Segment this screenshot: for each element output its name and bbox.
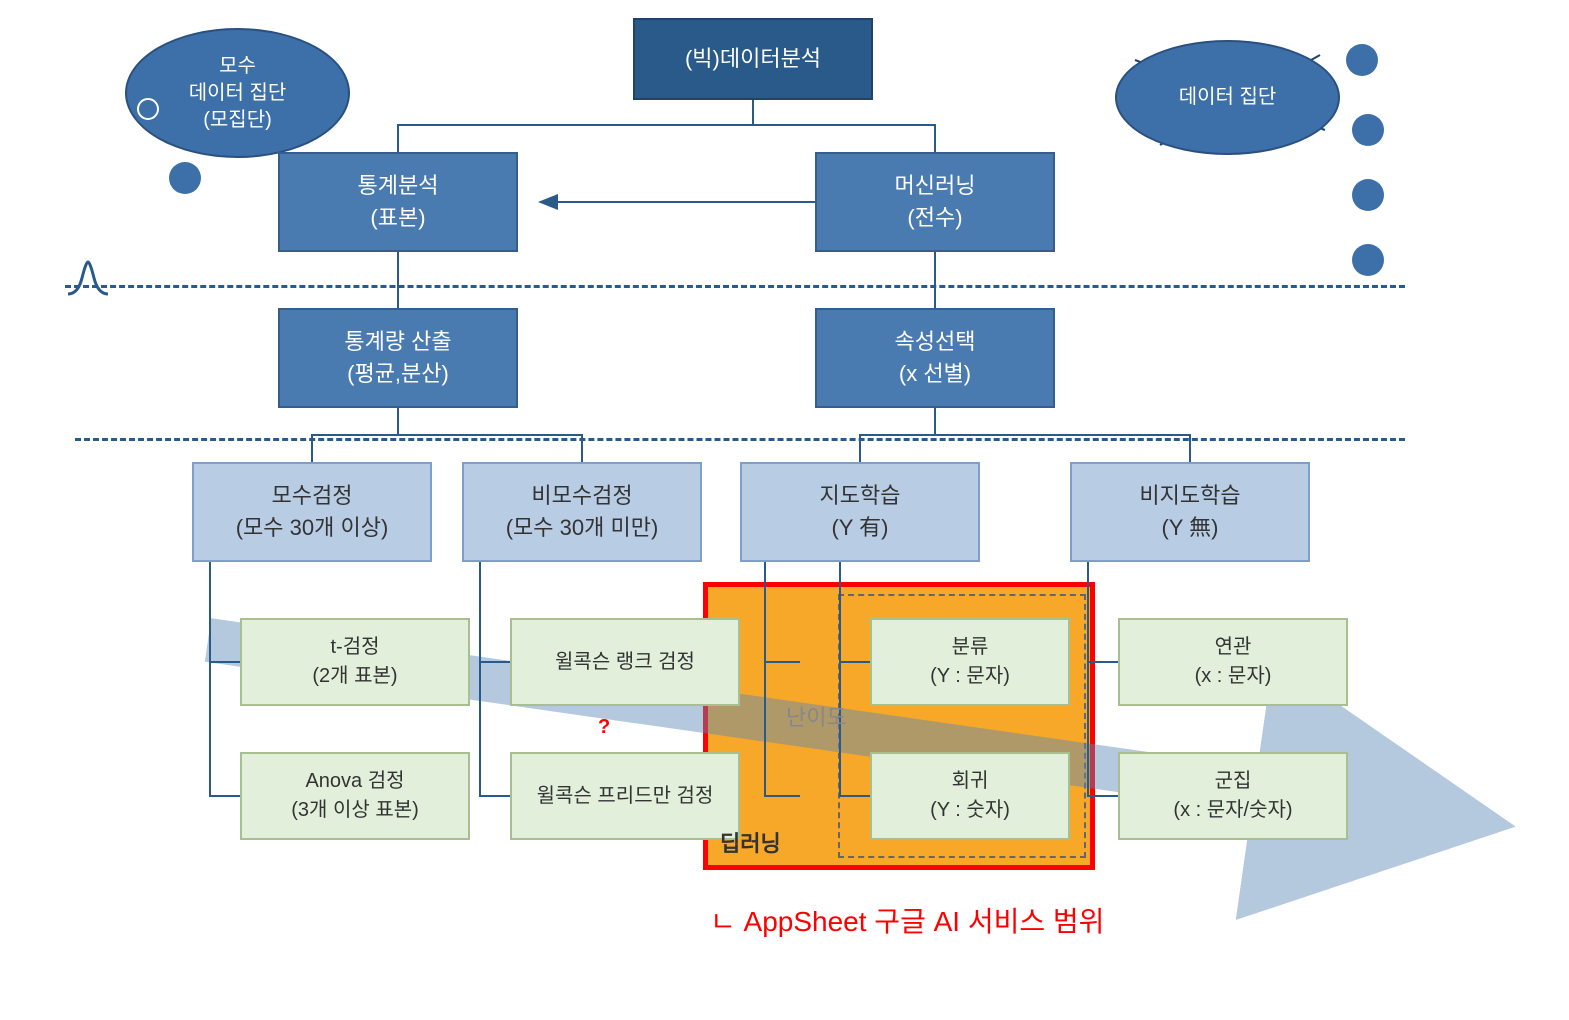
node-t_test: t-검정(2개 표본)	[240, 618, 470, 706]
difficulty-label: 난이도	[786, 700, 847, 732]
dot-icon	[1352, 244, 1384, 276]
node-assoc-line2: (x : 문자)	[1195, 662, 1272, 691]
node-supervised-line2: (Y 有)	[831, 512, 888, 544]
node-t_test-line1: t-검정	[330, 633, 379, 662]
node-ml-line2: (전수)	[907, 202, 962, 234]
dot-icon	[1346, 44, 1378, 76]
node-attr_sel: 속성선택(x 선별)	[815, 308, 1055, 408]
node-anova-line1: Anova 검정	[305, 767, 404, 796]
data-group-ellipse: 데이터 집단	[1115, 40, 1340, 155]
node-regress-line1: 회귀	[952, 767, 989, 796]
node-param_test: 모수검정(모수 30개 이상)	[192, 462, 432, 562]
node-stat_calc-line1: 통계량 산출	[344, 326, 451, 358]
ellipse-left-line2: 데이터 집단	[189, 80, 287, 107]
question-mark: ?	[598, 716, 610, 739]
ellipse-left-line3: (모집단)	[203, 107, 272, 134]
dot-icon	[169, 162, 201, 194]
node-nonparam: 비모수검정(모수 30개 미만)	[462, 462, 702, 562]
node-assoc-line1: 연관	[1215, 633, 1252, 662]
node-root: (빅)데이터분석	[633, 18, 873, 100]
dot-icon	[1352, 114, 1384, 146]
node-attr_sel-line1: 속성선택	[895, 326, 976, 358]
node-classify-line2: (Y : 문자)	[930, 662, 1010, 691]
node-nonparam-line1: 비모수검정	[531, 480, 632, 512]
node-supervised-line1: 지도학습	[820, 480, 901, 512]
node-t_test-line2: (2개 표본)	[312, 662, 397, 691]
node-param_test-line2: (모수 30개 이상)	[236, 512, 389, 544]
node-ml: 머신러닝(전수)	[815, 152, 1055, 252]
node-assoc: 연관(x : 문자)	[1118, 618, 1348, 706]
node-classify: 분류(Y : 문자)	[870, 618, 1070, 706]
population-ellipse: 모수 데이터 집단 (모집단)	[125, 28, 350, 158]
node-wilcoxon_f-line1: 윌콕슨 프리드만 검정	[537, 782, 714, 811]
node-stat: 통계분석(표본)	[278, 152, 518, 252]
node-anova: Anova 검정(3개 이상 표본)	[240, 752, 470, 840]
node-anova-line2: (3개 이상 표본)	[291, 796, 419, 825]
deep-learning-label: 딥러닝	[720, 826, 781, 858]
node-supervised: 지도학습(Y 有)	[740, 462, 980, 562]
node-regress-line2: (Y : 숫자)	[930, 796, 1010, 825]
node-wilcoxon_r: 윌콕슨 랭크 검정	[510, 618, 740, 706]
node-ml-line1: 머신러닝	[895, 170, 976, 202]
node-stat_calc-line2: (평균,분산)	[347, 358, 449, 390]
node-wilcoxon_f: 윌콕슨 프리드만 검정	[510, 752, 740, 840]
node-wilcoxon_r-line1: 윌콕슨 랭크 검정	[555, 648, 695, 677]
node-stat-line2: (표본)	[370, 202, 425, 234]
inner-circle-icon	[137, 98, 159, 120]
node-nonparam-line2: (모수 30개 미만)	[506, 512, 659, 544]
node-stat_calc: 통계량 산출(평균,분산)	[278, 308, 518, 408]
caption-label: ㄴ AppSheet 구글 AI 서비스 범위	[710, 900, 1104, 940]
node-cluster: 군집(x : 문자/숫자)	[1118, 752, 1348, 840]
node-root-line1: (빅)데이터분석	[685, 43, 821, 75]
ellipse-right-line1: 데이터 집단	[1179, 84, 1277, 111]
node-stat-line1: 통계분석	[358, 170, 439, 202]
node-attr_sel-line2: (x 선별)	[899, 358, 971, 390]
node-unsupervised-line1: 비지도학습	[1139, 480, 1240, 512]
node-cluster-line2: (x : 문자/숫자)	[1173, 796, 1292, 825]
node-unsupervised: 비지도학습(Y 無)	[1070, 462, 1310, 562]
ellipse-left-line1: 모수	[219, 53, 256, 80]
node-regress: 회귀(Y : 숫자)	[870, 752, 1070, 840]
dot-icon	[1352, 179, 1384, 211]
node-unsupervised-line2: (Y 無)	[1161, 512, 1218, 544]
node-param_test-line1: 모수검정	[272, 480, 353, 512]
node-classify-line1: 분류	[952, 633, 989, 662]
node-cluster-line1: 군집	[1215, 767, 1252, 796]
